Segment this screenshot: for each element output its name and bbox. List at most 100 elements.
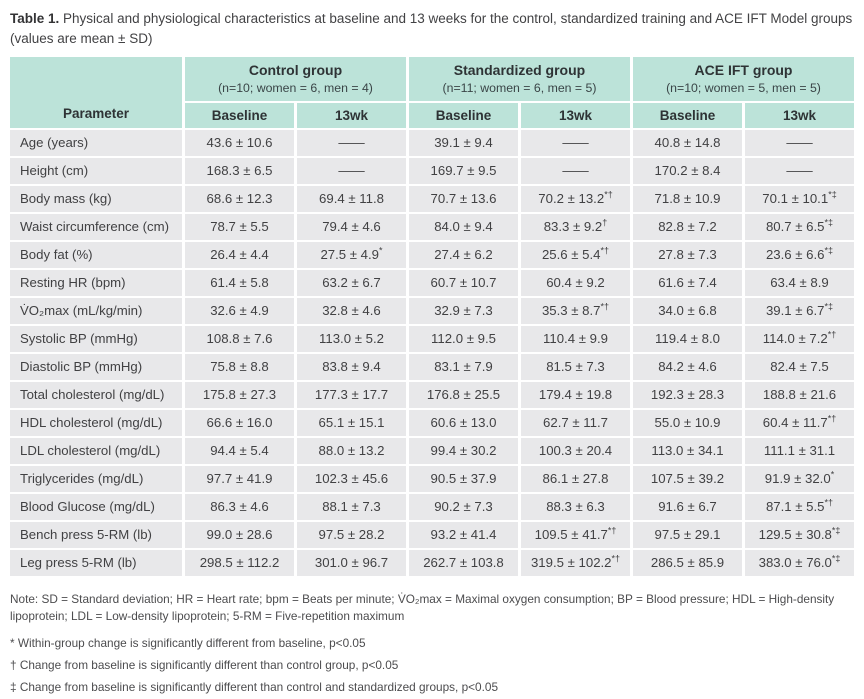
value-cell: 39.1 ± 6.7*‡ [745,297,854,324]
value-cell: 84.0 ± 9.4 [409,213,518,240]
value-cell: 70.1 ± 10.1*‡ [745,185,854,212]
value-cell: 63.2 ± 6.7 [297,269,406,296]
table-row: Leg press 5-RM (lb) 298.5 ± 112.2 301.0 ± … [10,549,854,576]
value-cell: 99.4 ± 30.2 [409,437,518,464]
value-cell: 168.3 ± 6.5 [185,157,294,184]
value-cell: 70.2 ± 13.2*† [521,185,630,212]
table-row: Resting HR (bpm) 61.4 ± 5.8 63.2 ± 6.7 60.7… [10,269,854,296]
value-cell: 91.6 ± 6.7 [633,493,742,520]
value-cell: 102.3 ± 45.6 [297,465,406,492]
group-subtitle: (n=10; women = 5, men = 5) [666,80,821,95]
value-cell: 100.3 ± 20.4 [521,437,630,464]
value-cell: 119.4 ± 8.0 [633,325,742,352]
value-cell: 86.3 ± 4.6 [185,493,294,520]
table-notes: Note: SD = Standard deviation; HR = Hear… [10,591,854,694]
table-body: Age (years) 43.6 ± 10.6 —— 39.1 ± 9.4 —— 40.8… [10,129,854,576]
table-row: Triglycerides (mg/dL) 97.7 ± 41.9 102.3 ± … [10,465,854,492]
value-cell: 90.5 ± 37.9 [409,465,518,492]
value-cell: 32.9 ± 7.3 [409,297,518,324]
value-cell: 87.1 ± 5.5*† [745,493,854,520]
value-cell: 301.0 ± 96.7 [297,549,406,576]
group-name: ACE IFT group [694,62,793,79]
group-header: Control group (n=10; women = 6, men = 4) [185,56,406,101]
value-cell: 175.8 ± 27.3 [185,381,294,408]
significance-marker: *† [827,329,837,340]
value-cell: —— [521,157,630,184]
value-cell: 70.7 ± 13.6 [409,185,518,212]
table-caption-text: Physical and physiological characteristi… [10,11,853,47]
significance-marker: *‡ [824,301,834,312]
table-row: Waist circumference (cm) 78.7 ± 5.5 79.4 ±… [10,213,854,240]
value-cell: 112.0 ± 9.5 [409,325,518,352]
parameter-cell: Blood Glucose (mg/dL) [10,493,182,520]
value-cell: 113.0 ± 34.1 [633,437,742,464]
value-cell: 81.5 ± 7.3 [521,353,630,380]
value-cell: 177.3 ± 17.7 [297,381,406,408]
value-cell: 383.0 ± 76.0*‡ [745,549,854,576]
abbreviations-note: Note: SD = Standard deviation; HR = Hear… [10,591,835,624]
column-subheader: 13wk [297,102,406,128]
parameter-cell: Height (cm) [10,157,182,184]
value-cell: 23.6 ± 6.6*‡ [745,241,854,268]
value-cell: 93.2 ± 41.4 [409,521,518,548]
value-cell: 169.7 ± 9.5 [409,157,518,184]
parameter-cell: Total cholesterol (mg/dL) [10,381,182,408]
value-cell: 43.6 ± 10.6 [185,129,294,156]
value-cell: 91.9 ± 32.0* [745,465,854,492]
value-cell: 82.4 ± 7.5 [745,353,854,380]
value-cell: 60.6 ± 13.0 [409,409,518,436]
significance-marker: *† [827,413,837,424]
value-cell: 60.7 ± 10.7 [409,269,518,296]
value-cell: 84.2 ± 4.6 [633,353,742,380]
significance-marker: *‡ [831,525,841,536]
parameter-cell: Triglycerides (mg/dL) [10,465,182,492]
value-cell: —— [745,129,854,156]
column-subheader: 13wk [745,102,854,128]
value-cell: 40.8 ± 14.8 [633,129,742,156]
footnote-double-dagger: ‡ Change from baseline is significantly … [10,679,499,694]
group-subtitle: (n=10; women = 6, men = 4) [218,80,373,95]
group-subtitle: (n=11; women = 6, men = 5) [442,80,597,95]
table-row: Total cholesterol (mg/dL) 175.8 ± 27.3 177… [10,381,854,408]
header-group-row: Parameter Control group (n=10; women = 6, … [10,56,854,128]
value-cell: 79.4 ± 4.6 [297,213,406,240]
value-cell: 63.4 ± 8.9 [745,269,854,296]
value-cell: 62.7 ± 11.7 [521,409,630,436]
value-cell: 286.5 ± 85.9 [633,549,742,576]
value-cell: 88.1 ± 7.3 [297,493,406,520]
value-cell: 97.5 ± 28.2 [297,521,406,548]
table-row: LDL cholesterol (mg/dL) 94.4 ± 5.4 88.0 ± … [10,437,854,464]
significance-marker: *‡ [824,217,834,228]
value-cell: 82.8 ± 7.2 [633,213,742,240]
value-cell: —— [745,157,854,184]
value-cell: 111.1 ± 31.1 [745,437,854,464]
value-cell: 298.5 ± 112.2 [185,549,294,576]
value-cell: 78.7 ± 5.5 [185,213,294,240]
value-cell: 88.0 ± 13.2 [297,437,406,464]
value-cell: 108.8 ± 7.6 [185,325,294,352]
value-cell: 176.8 ± 25.5 [409,381,518,408]
value-cell: 97.5 ± 29.1 [633,521,742,548]
parameter-cell: Diastolic BP (mmHg) [10,353,182,380]
value-cell: 107.5 ± 39.2 [633,465,742,492]
table-row: Age (years) 43.6 ± 10.6 —— 39.1 ± 9.4 —— 40.8… [10,129,854,156]
group-header: Standardized group (n=11; women = 6, men … [409,56,630,101]
column-subheader: Baseline [185,102,294,128]
value-cell: 109.5 ± 41.7*† [521,521,630,548]
value-cell: 170.2 ± 8.4 [633,157,742,184]
significance-marker: *‡ [831,553,841,564]
value-cell: 90.2 ± 7.3 [409,493,518,520]
value-cell: 55.0 ± 10.9 [633,409,742,436]
value-cell: 113.0 ± 5.2 [297,325,406,352]
value-cell: 114.0 ± 7.2*† [745,325,854,352]
value-cell: 188.8 ± 21.6 [745,381,854,408]
value-cell: —— [297,129,406,156]
significance-marker: *† [611,553,621,564]
value-cell: 83.3 ± 9.2† [521,213,630,240]
table-caption: Table 1. Physical and physiological char… [10,9,854,50]
column-header-parameter: Parameter [10,56,182,128]
table-row: Height (cm) 168.3 ± 6.5 —— 169.7 ± 9.5 —— 170… [10,157,854,184]
value-cell: 319.5 ± 102.2*† [521,549,630,576]
parameter-cell: Body mass (kg) [10,185,182,212]
value-cell: 65.1 ± 15.1 [297,409,406,436]
